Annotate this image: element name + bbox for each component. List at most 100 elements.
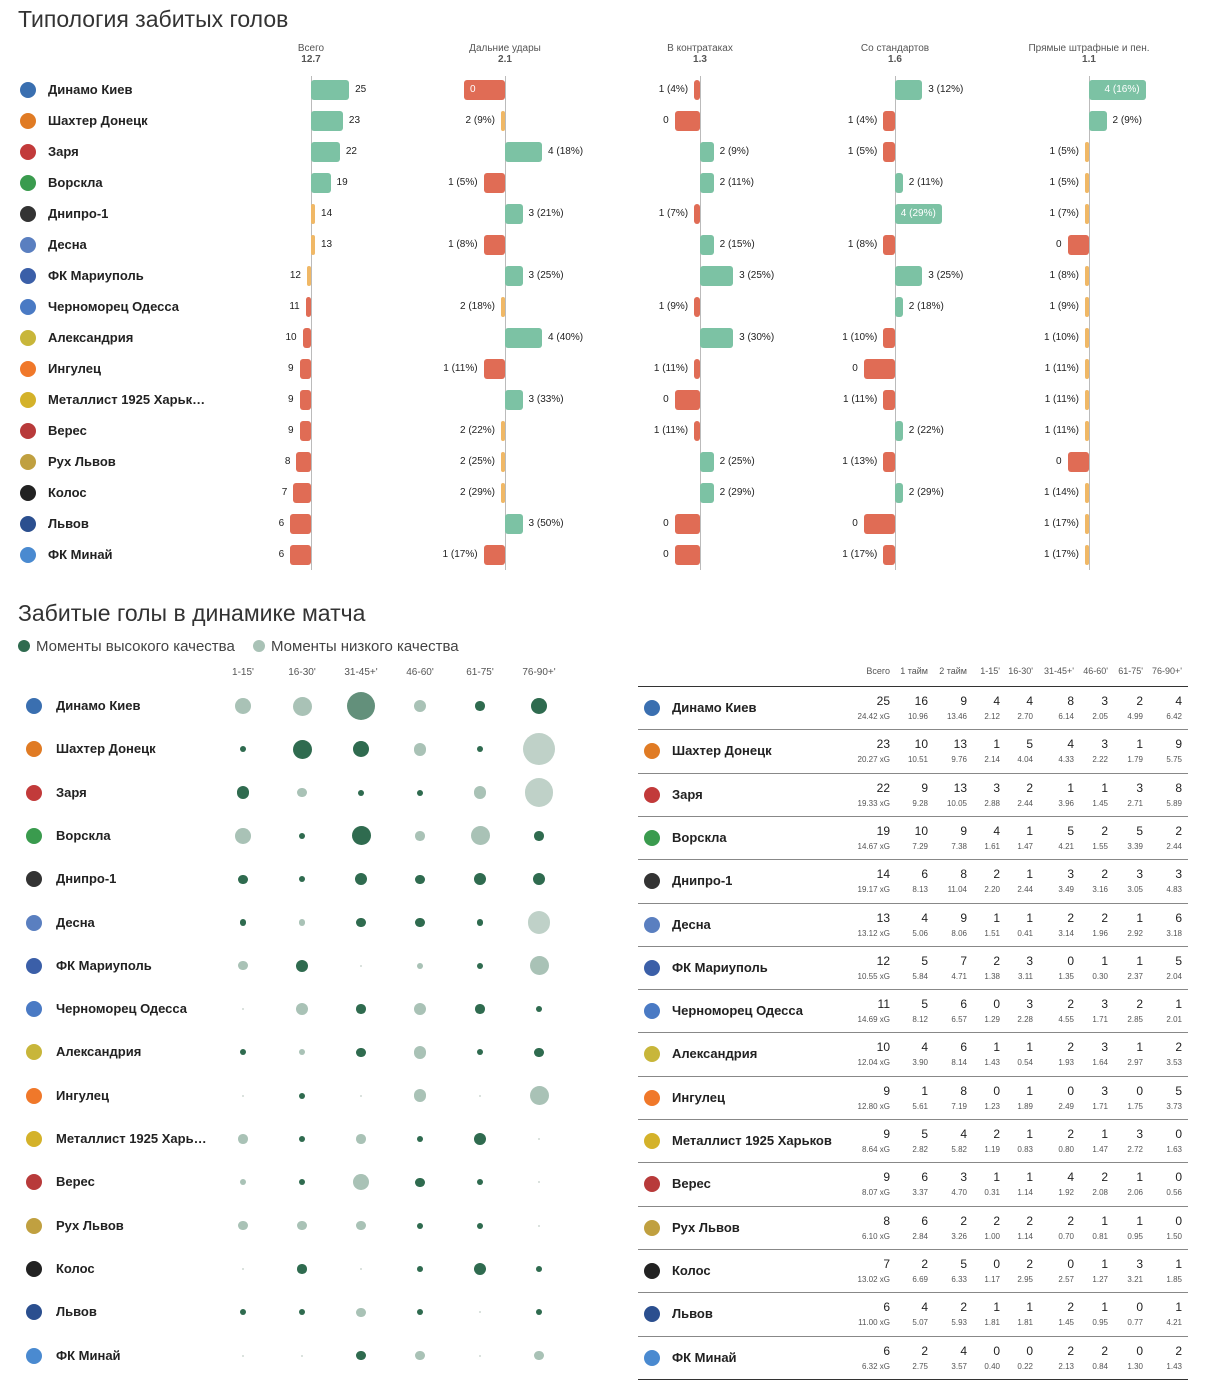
table-goals: 0 — [1136, 1083, 1143, 1098]
table-xg: 5.07 — [912, 1318, 928, 1328]
bar — [501, 452, 505, 472]
bubble — [235, 828, 251, 844]
bar-label: 8 — [284, 456, 291, 467]
bubble — [524, 778, 554, 807]
bar — [895, 173, 903, 193]
table-goals: 3 — [1136, 780, 1143, 795]
bar-label: 1 (11%) — [1044, 394, 1079, 405]
table-goals: 2 — [1067, 1343, 1074, 1358]
team-logo-icon — [20, 516, 36, 532]
team-name: Черноморец Одесса — [672, 1003, 804, 1019]
team-name: Металлист 1925 Харьк… — [48, 392, 206, 407]
table-goals: 3 — [1136, 1256, 1143, 1271]
table-xg: 0.56 — [1166, 1188, 1182, 1198]
bubble — [413, 743, 427, 756]
bubble — [529, 956, 549, 976]
panel-average: 1.6 — [888, 54, 902, 65]
bar-label: 1 (5%) — [448, 177, 478, 188]
panel-header: Всего 12.7 — [231, 43, 391, 65]
table-xg: 6.33 — [951, 1274, 967, 1284]
table-xg: 7.29 — [912, 841, 928, 851]
bar-label: 2 (29%) — [719, 487, 755, 498]
panel-header: Со стандартов 1.6 — [815, 43, 975, 65]
team-name: Александрия — [48, 330, 134, 345]
bar-label: 1 (7%) — [658, 208, 689, 219]
table-xg: 10.55 xG — [857, 971, 890, 981]
table-xg: 1.51 — [984, 928, 1000, 938]
table-xg: 1.19 — [984, 1145, 1000, 1154]
table-xg: 1.64 — [1092, 1058, 1108, 1068]
bubble — [298, 832, 306, 839]
table-goals: 6 — [1175, 910, 1182, 925]
bar — [863, 359, 895, 379]
table-xg: 9.76 — [951, 755, 967, 765]
table-goals: 4 — [1067, 737, 1074, 752]
team-logo-icon — [644, 786, 660, 803]
bubble — [523, 733, 555, 766]
table-goals: 6 — [960, 1040, 967, 1055]
table-xg: 4.83 — [1166, 885, 1182, 895]
table-xg: 9.28 — [912, 798, 928, 808]
table-goals: 6 — [921, 1213, 928, 1228]
table-goals: 5 — [1175, 953, 1182, 968]
bubble — [239, 1309, 247, 1316]
table-divider — [638, 772, 1188, 774]
table-goals: 3 — [1101, 1040, 1108, 1055]
panel-axis — [895, 76, 896, 570]
team-name: Динамо Киев — [672, 700, 757, 715]
table-goals: 8 — [1067, 694, 1074, 708]
bar-label: 0 — [1055, 239, 1062, 250]
table-xg: 1.92 — [1058, 1188, 1074, 1198]
bar-label: 3 (21%) — [528, 208, 564, 219]
panel-name: Со стандартов — [860, 43, 930, 54]
table-goals: 2 — [1026, 1213, 1033, 1228]
bar-label: 2 (11%) — [719, 177, 754, 188]
bubble — [354, 872, 368, 886]
bar-label: 1 (4%) — [847, 115, 878, 126]
bubble — [298, 919, 306, 926]
table-xg: 0.40 — [984, 1361, 1000, 1371]
table-xg: 5.06 — [912, 928, 928, 938]
team-name: Александрия — [672, 1046, 758, 1062]
team-logo-icon — [26, 784, 42, 801]
team-logo-icon — [20, 547, 36, 563]
bubble — [535, 1006, 543, 1013]
bar-label: 1 (11%) — [1044, 425, 1079, 436]
table-goals: 7 — [883, 1256, 890, 1271]
team-logo-icon — [26, 871, 42, 888]
team-name: ФК Мариуполь — [56, 957, 152, 973]
table-goals: 4 — [993, 694, 1000, 708]
bar — [694, 204, 700, 224]
table-goals: 2 — [1067, 1213, 1074, 1228]
table-xg: 1.29 — [984, 1015, 1000, 1025]
table-goals: 6 — [921, 867, 928, 882]
table-goals: 4 — [1026, 694, 1033, 708]
bar-label: 22 — [345, 146, 357, 157]
table-xg: 5.61 — [912, 1101, 928, 1111]
bar — [293, 483, 311, 503]
table-xg: 1.79 — [1127, 755, 1143, 765]
bar — [895, 483, 903, 503]
table-xg: 4.33 — [1058, 755, 1074, 765]
bubble — [413, 1002, 427, 1016]
bar-label: 2 (25%) — [719, 456, 755, 467]
bar — [1085, 545, 1089, 565]
panel-axis — [1089, 76, 1090, 570]
bubble — [301, 1354, 303, 1357]
table-goals: 1 — [1136, 1040, 1143, 1055]
team-name: Ингулец — [672, 1089, 725, 1105]
table-divider — [638, 729, 1188, 731]
bar-label: 0 — [852, 518, 858, 529]
bubble — [298, 1179, 306, 1186]
bubble — [298, 1092, 306, 1099]
bar-label: 2 (18%) — [908, 301, 944, 312]
bar-label: 1 (8%) — [448, 239, 478, 250]
bubble — [356, 1004, 366, 1014]
table-goals: 4 — [1067, 1170, 1074, 1185]
table-goals: 1 — [1175, 1300, 1182, 1315]
table-goals: 7 — [960, 953, 967, 968]
team-logo-icon — [20, 268, 36, 284]
table-xg: 12.04 xG — [857, 1058, 890, 1068]
panel-header: Прямые штрафные и пен. 1.1 — [1009, 43, 1169, 65]
bubble — [473, 1262, 487, 1276]
